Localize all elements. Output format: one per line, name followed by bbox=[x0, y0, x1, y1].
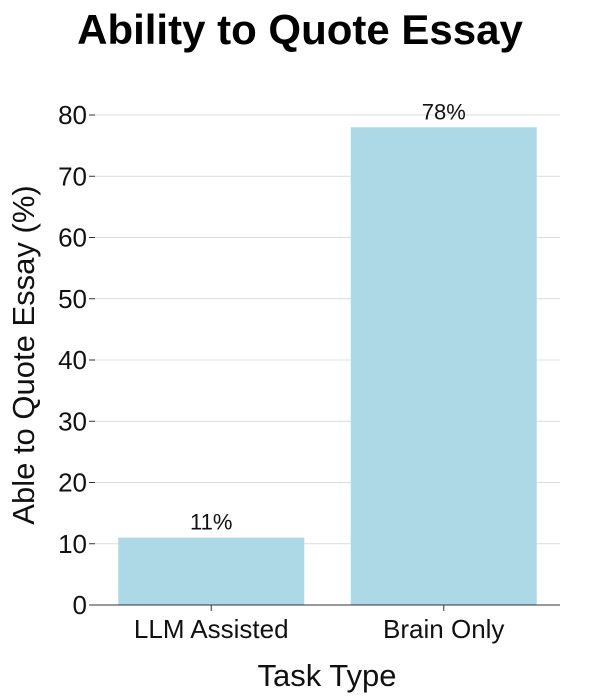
y-tick-label: 0 bbox=[73, 590, 87, 620]
x-tick-label: Brain Only bbox=[383, 614, 504, 644]
y-axis-ticks: 0 10 20 30 40 50 60 70 80 bbox=[58, 100, 95, 620]
bars: 11% 78% bbox=[118, 99, 537, 605]
y-tick-label: 60 bbox=[58, 223, 87, 253]
y-axis-label: Able to Quote Essay (%) bbox=[6, 185, 41, 524]
y-tick-label: 10 bbox=[58, 529, 87, 559]
y-tick-label: 50 bbox=[58, 284, 87, 314]
y-tick-label: 40 bbox=[58, 345, 87, 375]
y-tick-label: 30 bbox=[58, 406, 87, 436]
x-axis-label: Task Type bbox=[257, 658, 396, 693]
bar-value-label: 78% bbox=[422, 99, 466, 124]
x-axis-ticks: LLM Assisted Brain Only bbox=[134, 605, 504, 644]
x-tick-label: LLM Assisted bbox=[134, 614, 289, 644]
y-tick-label: 80 bbox=[58, 100, 87, 130]
bar-llm-assisted bbox=[118, 537, 305, 605]
chart-title: Ability to Quote Essay bbox=[77, 6, 523, 53]
bar-value-label: 11% bbox=[190, 510, 232, 535]
y-tick-label: 20 bbox=[58, 468, 87, 498]
bar-brain-only bbox=[350, 127, 537, 605]
gridlines bbox=[95, 114, 560, 545]
y-tick-label: 70 bbox=[58, 161, 87, 191]
